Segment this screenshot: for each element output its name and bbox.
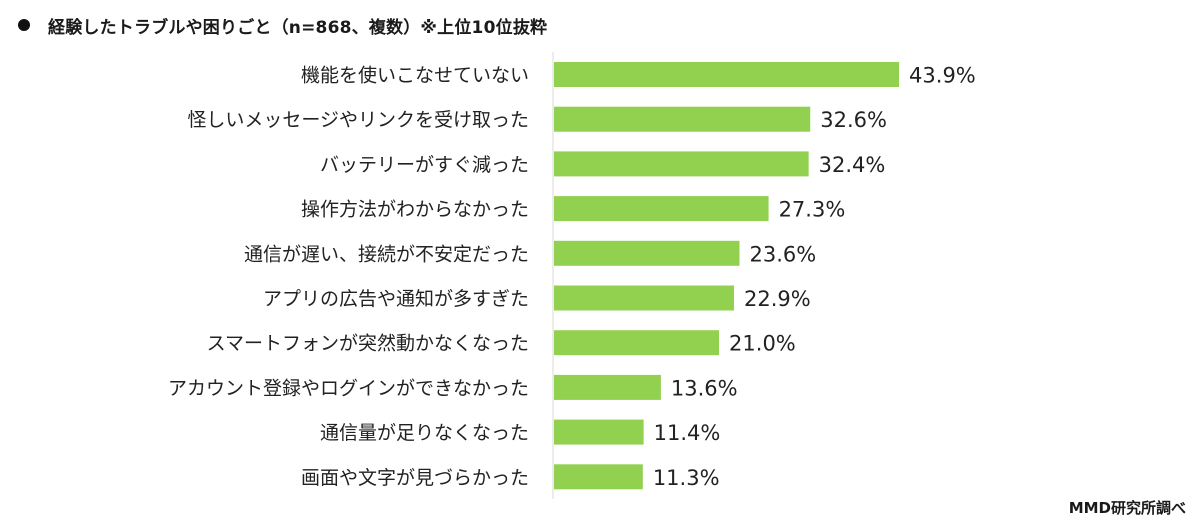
value-label: 13.6% [671,376,738,400]
category-label: 画面や文字が見づらかった [301,467,529,489]
value-label: 27.3% [779,198,846,222]
bar [554,374,661,400]
category-label: スマートフォンが突然動かなくなった [207,333,529,355]
bar [554,419,644,445]
category-label: 怪しいメッセージやリンクを受け取った [187,109,529,131]
source-credit: MMD研究所調べ [1068,499,1186,517]
category-label: アプリの広告や通知が多すぎた [263,288,529,310]
value-label: 11.3% [653,466,720,490]
category-label: 操作方法がわからなかった [301,199,529,221]
category-label: バッテリーがすぐ減った [320,154,529,176]
bar [554,464,643,490]
value-label: 43.9% [909,64,976,88]
value-label: 22.9% [744,287,811,311]
value-label: 23.6% [749,242,816,266]
value-label: 11.4% [654,421,721,445]
category-label: アカウント登録やログインができなかった [168,377,529,399]
bar [554,240,740,266]
chart-title-row: 経験したトラブルや困りごと（n=868、複数）※上位10位抜粋 [18,10,547,40]
value-label: 32.6% [820,108,887,132]
value-label: 32.4% [819,153,886,177]
value-label: 21.0% [729,332,796,356]
chart-title: 経験したトラブルや困りごと（n=868、複数）※上位10位抜粋 [48,17,548,38]
bar [554,62,900,87]
bar [554,106,811,132]
bar [554,151,809,177]
category-label: 通信が遅い、接続が不安定だった [244,243,529,265]
bar [554,330,720,356]
bar [554,196,769,222]
category-label: 機能を使いこなせていない [301,65,529,87]
bullet-icon [18,19,30,31]
category-label: 通信量が足りなくなった [320,422,529,444]
bar [554,285,734,311]
